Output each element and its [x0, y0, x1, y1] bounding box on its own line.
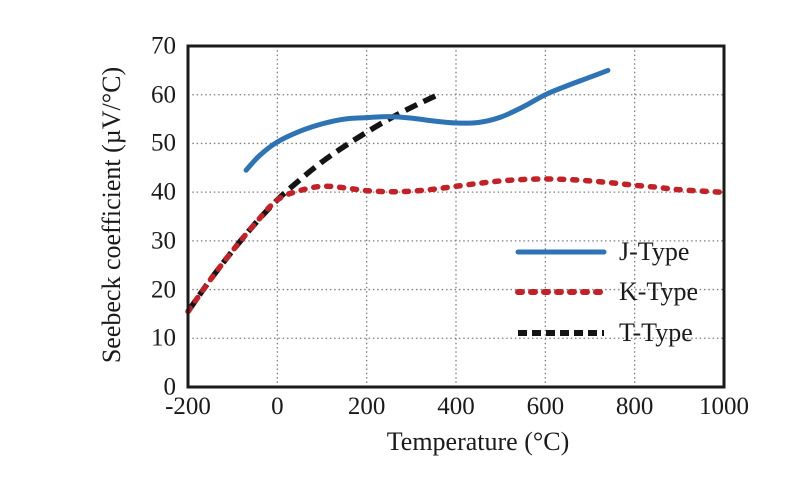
- x-tick-label: 200: [347, 393, 386, 420]
- x-tick-label: 0: [271, 393, 284, 420]
- x-tick-label: 600: [526, 393, 565, 420]
- y-axis-title: Seebeck coefficient (µV/°C): [97, 66, 126, 364]
- y-tick-label: 60: [151, 81, 176, 109]
- curve-j-type: [243, 67, 611, 173]
- data-curves: [185, 67, 723, 315]
- y-tick-label: 70: [151, 32, 176, 60]
- x-axis-title: Temperature (°C): [386, 427, 570, 456]
- x-tick-label: 1000: [699, 393, 749, 420]
- x-tick-label: 400: [437, 393, 475, 420]
- y-tick-label: 50: [151, 129, 176, 157]
- y-tick-label: 30: [151, 227, 176, 255]
- y-tick-label: 20: [151, 276, 176, 304]
- plot-border: [186, 44, 726, 389]
- y-tick-label: 10: [151, 324, 176, 352]
- gridlines: [188, 46, 724, 387]
- y-tick-label: 0: [163, 373, 177, 401]
- x-tick-label: 800: [615, 393, 654, 420]
- y-tick-label: 40: [151, 178, 176, 206]
- x-tick-label: -200: [165, 393, 211, 420]
- curve-k-type: [185, 176, 723, 315]
